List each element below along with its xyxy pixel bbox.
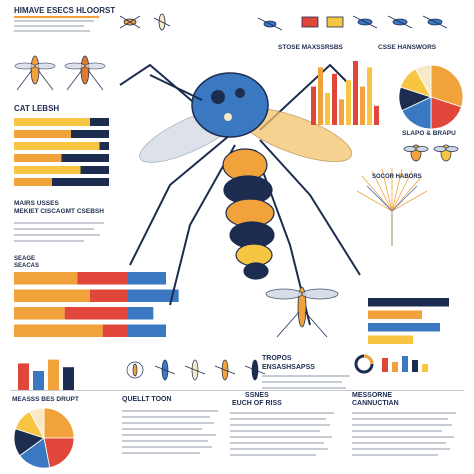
right-top2-title: CSSE HANSWORS <box>378 44 437 51</box>
bottom4-title: MESSORNE CANNUCTIAN <box>352 392 399 407</box>
bar-tr-3 <box>332 73 337 125</box>
bee-icon-pair <box>403 144 459 162</box>
bar-tr-2 <box>325 93 330 125</box>
right-mid-title: SLAPO & BRAPU <box>402 130 456 137</box>
center-bottom-text-lines <box>262 375 352 395</box>
hbar-left-bg-5 <box>14 178 109 186</box>
bottom-divider <box>10 390 464 391</box>
bar-tr-6 <box>353 61 358 125</box>
hbar-rm-1 <box>368 310 422 319</box>
center-bottom-title: TROPOS ENSASHSAPSS <box>262 355 315 371</box>
bottom-left-bar-chart <box>18 359 74 390</box>
mosquito-icon-right-mid <box>265 286 339 338</box>
bottom-col2-lines <box>122 410 222 470</box>
mosquito-icon-row-top <box>119 13 448 31</box>
bottom2-title: QUELLT TOON <box>122 396 172 403</box>
giant-mosquito-illustration <box>119 63 361 326</box>
stack-0-1 <box>77 272 128 285</box>
pie-tr-slice-5 <box>415 64 432 98</box>
stack-1-1 <box>90 289 128 302</box>
left-mid-title: CAT LEBSH <box>14 104 60 113</box>
bar-bl-0 <box>18 363 29 390</box>
stack-2-0 <box>14 307 65 320</box>
stack-3-1 <box>102 324 128 337</box>
bar-tr-0 <box>311 86 316 125</box>
bar-tr-8 <box>367 67 372 125</box>
left-lower2-title: SEAGE SEACAS <box>14 256 40 269</box>
bar-tr-4 <box>339 99 344 125</box>
donut-icons-right <box>354 354 428 374</box>
top-right-pie-chart <box>398 64 464 130</box>
pie-bl-slice-5 <box>29 407 45 439</box>
bottom3-title: SSNES EUCH OF RISS <box>232 392 282 407</box>
stack-3-2 <box>128 324 166 337</box>
hbar-left-1 <box>14 130 71 138</box>
bottom-col4-lines <box>352 412 462 470</box>
left-hbar-chart <box>14 118 109 186</box>
stack-2-1 <box>64 307 128 320</box>
bottom-left-pie-chart <box>13 407 75 469</box>
right-top-title: STOSE MAXSSRSBS <box>278 44 343 51</box>
hbar-left-5 <box>14 178 52 186</box>
left-lower-text-lines <box>14 222 109 252</box>
hbar-rm-3 <box>368 335 413 344</box>
right-mid-bar-chart <box>368 298 449 344</box>
stack-1-2 <box>128 289 179 302</box>
bar-tr-9 <box>374 105 379 125</box>
pie-tr-slice-1 <box>430 96 462 130</box>
stack-0-0 <box>14 272 78 285</box>
pie-bl-slice-0 <box>43 407 75 439</box>
hbar-left-0 <box>14 118 90 126</box>
stack-3-0 <box>14 324 103 337</box>
header-rule <box>14 16 99 18</box>
mosquito-icon-row-mid <box>126 359 266 381</box>
bar-bl-2 <box>48 359 59 390</box>
bar-tr-1 <box>318 67 323 125</box>
right-tree-title: SOCOR HABORS <box>372 174 422 180</box>
stack-1-0 <box>14 289 90 302</box>
bar-tr-5 <box>346 80 351 125</box>
stack-2-2 <box>128 307 154 320</box>
bar-tr-7 <box>360 86 365 125</box>
top-right-bar-chart <box>311 61 379 125</box>
pie-bl-slice-1 <box>43 437 75 468</box>
tree-burst-diagram <box>356 168 428 246</box>
hbar-left-2 <box>14 142 100 150</box>
bar-bl-3 <box>63 367 74 390</box>
pie-tr-slice-0 <box>430 64 464 108</box>
hbar-left-3 <box>14 154 62 162</box>
left-lower-title: MAIRS USSES MEKIET CISCAGMT CSEBSH <box>14 200 104 215</box>
bar-bl-1 <box>33 371 44 390</box>
mosquito-icon-pair-left <box>14 55 106 91</box>
bottom-col3-lines <box>230 412 340 470</box>
stack-0-2 <box>128 272 166 285</box>
header-title-left: HIMAVE ESECS HLOORST <box>14 6 116 15</box>
hbar-rm-0 <box>368 298 449 307</box>
hbar-rm-2 <box>368 323 440 332</box>
hbar-left-4 <box>14 166 81 174</box>
left-stacked-bar-chart <box>14 272 179 337</box>
bottom1-title: MEASSS BES DRUPT <box>12 396 79 403</box>
